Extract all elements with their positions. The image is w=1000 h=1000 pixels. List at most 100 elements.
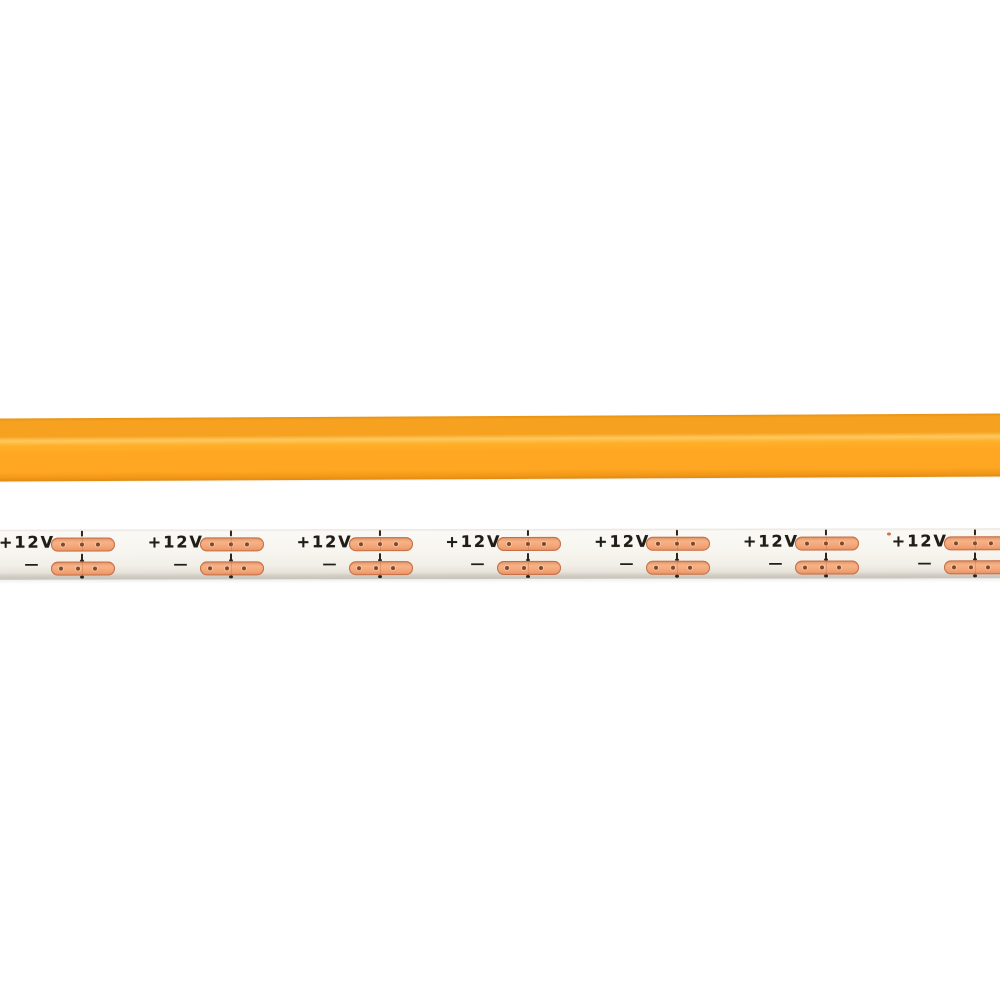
via-dot xyxy=(671,565,676,570)
via-dot xyxy=(804,541,809,546)
via-dot xyxy=(505,565,510,570)
cut-mark-arrow-icon xyxy=(824,552,828,560)
via-dot xyxy=(803,565,808,570)
voltage-label: +12V xyxy=(147,532,204,552)
strip-segment: +12V − xyxy=(146,529,296,579)
voltage-label: +12V xyxy=(742,531,800,551)
minus-polarity-mark: − xyxy=(320,555,338,574)
led-strip-front-view xyxy=(0,413,1000,482)
via-dot xyxy=(542,541,547,546)
via-dot xyxy=(691,541,696,546)
cut-mark-icon xyxy=(676,529,679,536)
via-dot xyxy=(654,565,659,570)
via-dot xyxy=(507,541,512,546)
voltage-label: +12V xyxy=(0,532,56,552)
via-dot xyxy=(522,565,527,570)
via-dot xyxy=(241,566,246,571)
via-dot xyxy=(539,565,544,570)
cut-mark-dot xyxy=(675,574,680,578)
via-dot xyxy=(688,565,693,570)
cut-mark-icon xyxy=(824,529,827,536)
solder-pad-group xyxy=(348,529,413,579)
via-dot xyxy=(93,566,98,571)
voltage-label: +12V xyxy=(445,531,502,552)
cut-mark-icon xyxy=(80,530,83,537)
via-dot xyxy=(820,565,825,570)
cut-mark-icon xyxy=(378,530,381,537)
via-dot xyxy=(358,542,363,547)
minus-polarity-mark: − xyxy=(23,555,41,574)
cut-mark-dot xyxy=(526,574,531,578)
via-dot xyxy=(373,566,378,571)
via-dot xyxy=(985,565,990,570)
via-dot xyxy=(988,541,993,546)
minus-polarity-mark: − xyxy=(767,554,785,573)
via-dot xyxy=(839,541,844,546)
via-dot xyxy=(76,566,81,571)
via-dot xyxy=(79,542,84,547)
solder-pad-positive xyxy=(794,536,859,551)
cut-mark-icon xyxy=(229,530,232,537)
solder-pad-negative xyxy=(199,561,264,576)
strip-segment: +12V − xyxy=(0,529,147,579)
voltage-label: +12V xyxy=(594,531,651,551)
via-dot xyxy=(526,541,531,546)
solder-pad-group xyxy=(646,529,711,579)
strip-segment: +12V − xyxy=(890,528,1000,578)
strip-segment: +12V − xyxy=(295,529,445,579)
cut-mark-arrow-icon xyxy=(676,552,679,560)
solder-pad-positive xyxy=(497,536,562,552)
cut-mark-arrow-icon xyxy=(80,553,84,561)
cut-mark-dot xyxy=(824,574,829,578)
solder-pad-group xyxy=(50,530,116,580)
cut-mark-dot xyxy=(377,575,382,579)
solder-pad-negative xyxy=(51,561,116,576)
via-dot xyxy=(393,542,398,547)
pcb-speck xyxy=(886,532,891,536)
via-dot xyxy=(837,565,842,570)
solder-pad-positive xyxy=(646,536,711,551)
via-dot xyxy=(207,566,212,571)
via-dot xyxy=(228,542,233,547)
strip-segment: +12V − xyxy=(741,528,891,578)
strip-segment: +12V − xyxy=(592,529,742,579)
segment-row: +12V − +12V − xyxy=(0,528,1000,579)
cut-mark-icon xyxy=(973,529,976,536)
minus-polarity-mark: − xyxy=(469,555,487,574)
solder-pad-positive xyxy=(50,537,115,552)
via-dot xyxy=(209,542,214,547)
strip-segment: +12V − xyxy=(443,529,593,579)
solder-pad-positive xyxy=(943,536,1000,551)
voltage-label: +12V xyxy=(891,531,948,551)
via-dot xyxy=(972,541,977,546)
via-dot xyxy=(377,542,382,547)
solder-pad-negative xyxy=(795,560,860,575)
cut-mark-arrow-icon xyxy=(378,553,381,561)
via-dot xyxy=(823,541,828,546)
cut-mark-arrow-icon xyxy=(527,552,530,560)
via-dot xyxy=(59,566,64,571)
cut-mark-arrow-icon xyxy=(229,553,232,561)
solder-pad-negative xyxy=(497,560,562,576)
cut-mark-dot xyxy=(972,574,977,578)
via-dot xyxy=(675,541,680,546)
solder-pad-negative xyxy=(348,561,413,576)
led-strip-back-view: +12V − +12V − xyxy=(0,528,1000,580)
via-dot xyxy=(656,541,661,546)
cut-mark-dot xyxy=(80,575,85,579)
solder-pad-positive xyxy=(199,537,264,552)
solder-pad-positive xyxy=(348,537,413,552)
solder-pad-negative xyxy=(646,560,711,575)
minus-polarity-mark: − xyxy=(171,555,189,574)
via-dot xyxy=(95,542,100,547)
minus-polarity-mark: − xyxy=(618,554,636,573)
via-dot xyxy=(953,541,958,546)
solder-pad-group xyxy=(497,529,562,579)
via-dot xyxy=(968,565,973,570)
solder-pad-group xyxy=(199,529,264,579)
solder-pad-group xyxy=(794,528,860,578)
solder-pad-negative xyxy=(943,560,1000,575)
via-dot xyxy=(390,566,395,571)
cut-mark-icon xyxy=(527,529,530,536)
